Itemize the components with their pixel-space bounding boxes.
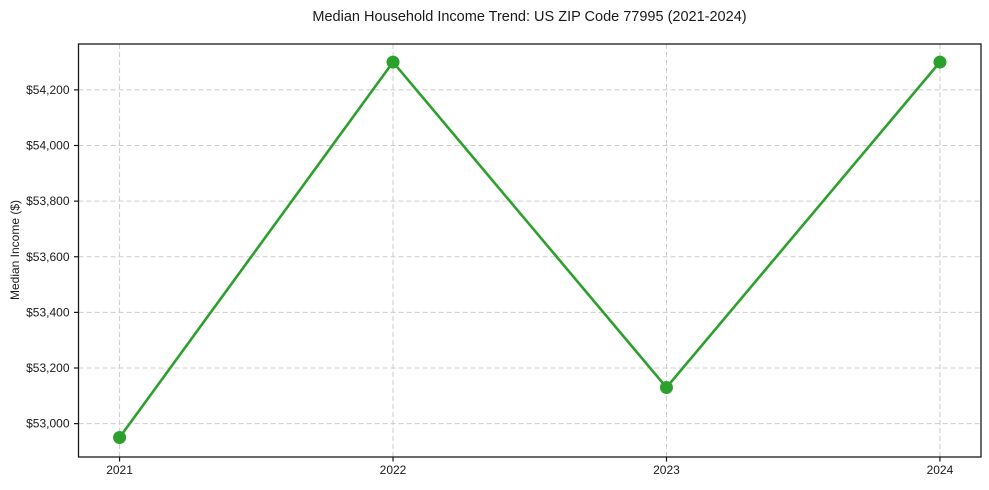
y-tick-label: $53,200 [26, 361, 70, 375]
plot-frame [77, 43, 982, 458]
y-tick-label: $54,200 [26, 83, 70, 97]
x-tick-label: 2022 [380, 463, 407, 477]
y-tick-label: $54,000 [26, 139, 70, 153]
data-point-2022 [386, 55, 400, 69]
trend-line [118, 60, 942, 439]
chart-title: Median Household Income Trend: US ZIP Co… [312, 9, 747, 25]
x-tick-label: 2024 [927, 463, 954, 477]
y-tick-label: $53,000 [26, 417, 70, 431]
y-tick-label: $53,800 [26, 194, 70, 208]
data-point-2024 [933, 55, 947, 69]
data-point-2023 [659, 380, 673, 394]
x-tick-label: 2023 [653, 463, 680, 477]
x-tick-label: 2021 [106, 463, 133, 477]
y-tick-label: $53,400 [26, 305, 70, 319]
y-tick-label: $53,600 [26, 250, 70, 264]
data-point-2021 [113, 431, 127, 445]
